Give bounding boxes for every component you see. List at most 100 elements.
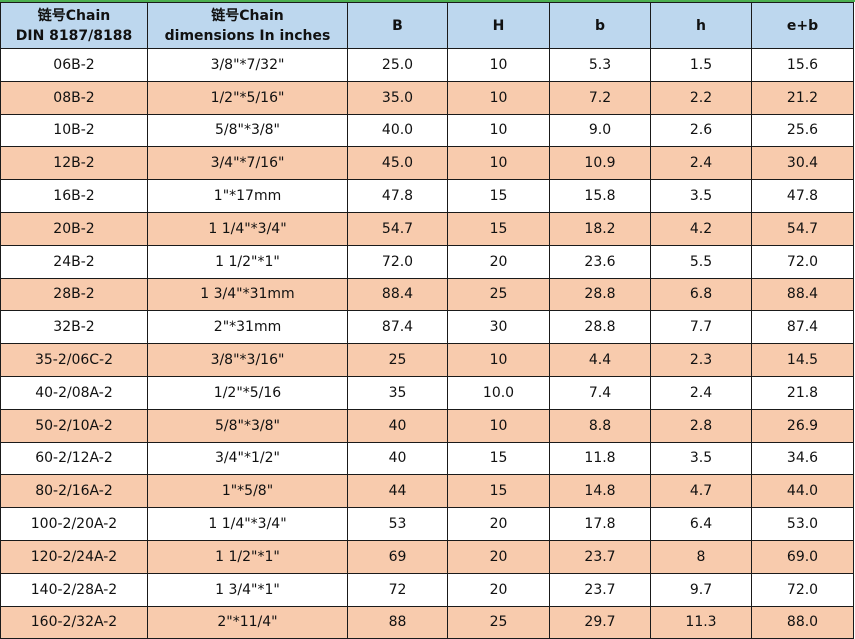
cell-e-plus-b: 47.8 bbox=[751, 179, 854, 213]
cell-e-plus-b: 21.8 bbox=[751, 375, 854, 410]
cell-b: 47.8 bbox=[347, 179, 448, 213]
cell-chain-no: 40-2/08A-2 bbox=[0, 375, 148, 410]
cell-b: 14.8 bbox=[549, 474, 651, 509]
cell-inch-dimensions: 1 1/4"*3/4" bbox=[147, 211, 348, 246]
cell-h: 1.5 bbox=[650, 48, 752, 82]
cell-h: 10 bbox=[447, 146, 550, 181]
cell-b: 23.6 bbox=[549, 244, 651, 279]
table-row: 60-2/12A-2 3/4"*1/2" 40 15 11.8 3.5 34.6 bbox=[0, 441, 854, 476]
cell-b: 18.2 bbox=[549, 211, 651, 246]
table-row: 12B-2 3/4"*7/16" 45.0 10 10.9 2.4 30.4 bbox=[0, 146, 854, 181]
cell-e-plus-b: 14.5 bbox=[751, 343, 854, 377]
column-header-chain-no: 链号Chain DIN 8187/8188 bbox=[0, 2, 148, 49]
cell-chain-no: 20B-2 bbox=[0, 211, 148, 246]
cell-b: 28.8 bbox=[549, 310, 651, 345]
column-header-b: b bbox=[549, 2, 651, 49]
cell-chain-no: 06B-2 bbox=[0, 48, 148, 82]
cell-chain-no: 08B-2 bbox=[0, 80, 148, 115]
cell-h: 5.5 bbox=[650, 244, 752, 279]
table-row: 140-2/28A-2 1 3/4"*1" 72 20 23.7 9.7 72.0 bbox=[0, 572, 854, 607]
table-row: 08B-2 1/2"*5/16" 35.0 10 7.2 2.2 21.2 bbox=[0, 80, 854, 115]
table-row: 40-2/08A-2 1/2"*5/16 35 10.0 7.4 2.4 21.8 bbox=[0, 375, 854, 410]
cell-inch-dimensions: 5/8"*3/8" bbox=[147, 113, 348, 148]
table-row: 160-2/32A-2 2"*11/4" 88 25 29.7 11.3 88.0 bbox=[0, 605, 854, 639]
cell-inch-dimensions: 1"*5/8" bbox=[147, 474, 348, 509]
cell-h: 30 bbox=[447, 310, 550, 345]
cell-e-plus-b: 44.0 bbox=[751, 474, 854, 509]
cell-h: 20 bbox=[447, 507, 550, 541]
cell-chain-no: 10B-2 bbox=[0, 113, 148, 148]
cell-chain-no: 24B-2 bbox=[0, 244, 148, 279]
cell-inch-dimensions: 1 3/4"*31mm bbox=[147, 277, 348, 312]
cell-h: 6.4 bbox=[650, 507, 752, 541]
cell-b: 10.9 bbox=[549, 146, 651, 181]
cell-b: 8.8 bbox=[549, 408, 651, 443]
table-row: 80-2/16A-2 1"*5/8" 44 15 14.8 4.7 44.0 bbox=[0, 474, 854, 509]
cell-e-plus-b: 25.6 bbox=[751, 113, 854, 148]
cell-e-plus-b: 88.0 bbox=[751, 605, 854, 639]
cell-chain-no: 80-2/16A-2 bbox=[0, 474, 148, 509]
cell-inch-dimensions: 1/2"*5/16" bbox=[147, 80, 348, 115]
cell-h: 10 bbox=[447, 343, 550, 377]
cell-e-plus-b: 88.4 bbox=[751, 277, 854, 312]
table-row: 24B-2 1 1/2"*1" 72.0 20 23.6 5.5 72.0 bbox=[0, 244, 854, 279]
cell-b: 23.7 bbox=[549, 572, 651, 607]
header-text: 链号Chain bbox=[37, 7, 111, 24]
cell-b: 9.0 bbox=[549, 113, 651, 148]
table-row: 32B-2 2"*31mm 87.4 30 28.8 7.7 87.4 bbox=[0, 310, 854, 345]
cell-h: 2.6 bbox=[650, 113, 752, 148]
cell-h: 4.7 bbox=[650, 474, 752, 509]
cell-h: 2.3 bbox=[650, 343, 752, 377]
cell-inch-dimensions: 1"*17mm bbox=[147, 179, 348, 213]
cell-b: 72.0 bbox=[347, 244, 448, 279]
table-row: 20B-2 1 1/4"*3/4" 54.7 15 18.2 4.2 54.7 bbox=[0, 211, 854, 246]
cell-b: 15.8 bbox=[549, 179, 651, 213]
cell-chain-no: 28B-2 bbox=[0, 277, 148, 312]
cell-inch-dimensions: 1/2"*5/16 bbox=[147, 375, 348, 410]
column-header-h: H bbox=[447, 2, 550, 49]
cell-b: 25.0 bbox=[347, 48, 448, 82]
cell-b: 25 bbox=[347, 343, 448, 377]
cell-b: 11.8 bbox=[549, 441, 651, 476]
cell-b: 4.4 bbox=[549, 343, 651, 377]
cell-e-plus-b: 30.4 bbox=[751, 146, 854, 181]
cell-h: 20 bbox=[447, 244, 550, 279]
cell-inch-dimensions: 1 1/4"*3/4" bbox=[147, 507, 348, 541]
header-text: dimensions In inches bbox=[164, 27, 331, 44]
cell-h: 9.7 bbox=[650, 572, 752, 607]
column-header-inch-dimensions: 链号Chain dimensions In inches bbox=[147, 2, 348, 49]
cell-h: 20 bbox=[447, 539, 550, 574]
table-row: 50-2/10A-2 5/8"*3/8" 40 10 8.8 2.8 26.9 bbox=[0, 408, 854, 443]
cell-h: 3.5 bbox=[650, 441, 752, 476]
cell-b: 88 bbox=[347, 605, 448, 639]
cell-h: 4.2 bbox=[650, 211, 752, 246]
cell-b: 88.4 bbox=[347, 277, 448, 312]
cell-h: 15 bbox=[447, 211, 550, 246]
header-text: B bbox=[392, 17, 403, 34]
cell-inch-dimensions: 2"*11/4" bbox=[147, 605, 348, 639]
cell-b: 53 bbox=[347, 507, 448, 541]
cell-e-plus-b: 87.4 bbox=[751, 310, 854, 345]
table-row: 16B-2 1"*17mm 47.8 15 15.8 3.5 47.8 bbox=[0, 179, 854, 213]
cell-e-plus-b: 53.0 bbox=[751, 507, 854, 541]
cell-h: 2.8 bbox=[650, 408, 752, 443]
cell-inch-dimensions: 3/8"*7/32" bbox=[147, 48, 348, 82]
cell-b: 29.7 bbox=[549, 605, 651, 639]
cell-h: 6.8 bbox=[650, 277, 752, 312]
cell-b: 40 bbox=[347, 441, 448, 476]
cell-chain-no: 35-2/06C-2 bbox=[0, 343, 148, 377]
cell-h: 11.3 bbox=[650, 605, 752, 639]
cell-chain-no: 140-2/28A-2 bbox=[0, 572, 148, 607]
cell-h: 25 bbox=[447, 605, 550, 639]
cell-chain-no: 120-2/24A-2 bbox=[0, 539, 148, 574]
cell-h: 3.5 bbox=[650, 179, 752, 213]
header-row: 链号Chain DIN 8187/8188 链号Chain dimensions In… bbox=[0, 2, 854, 49]
cell-h: 2.4 bbox=[650, 146, 752, 181]
header-text: e+b bbox=[786, 17, 819, 34]
column-header-b: B bbox=[347, 2, 448, 49]
cell-h: 25 bbox=[447, 277, 550, 312]
cell-chain-no: 160-2/32A-2 bbox=[0, 605, 148, 639]
cell-h: 10 bbox=[447, 48, 550, 82]
